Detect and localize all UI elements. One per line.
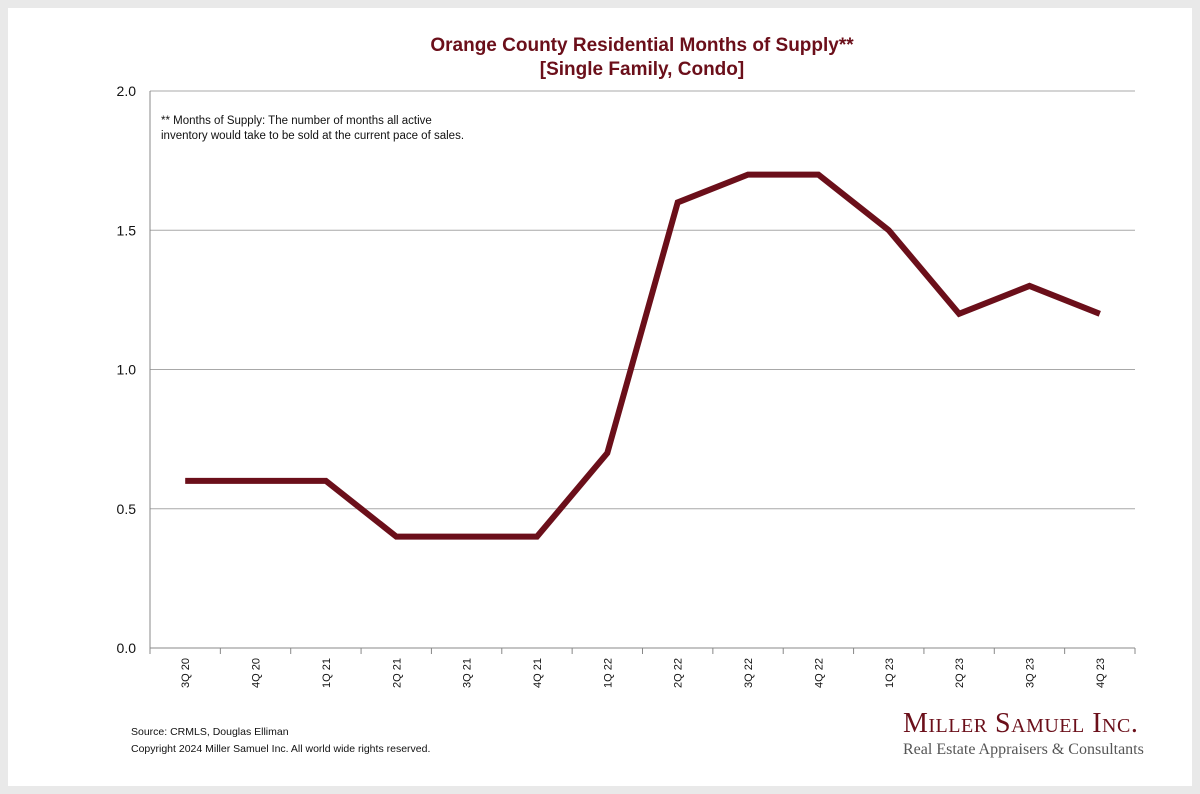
chart-title-block: Orange County Residential Months of Supp… <box>0 34 1200 82</box>
chart-note-line-2: inventory would take to be sold at the c… <box>161 130 465 142</box>
x-tick-label: 1Q 22 <box>602 658 614 688</box>
logo-name: Miller Samuel Inc. <box>903 708 1139 739</box>
x-tick-label: 1Q 23 <box>884 658 896 688</box>
y-axis-ticks: 0.0 0.5 1.0 1.5 2.0 <box>117 83 137 656</box>
x-tick-label: 2Q 23 <box>954 658 966 688</box>
chart-title: Orange County Residential Months of Supp… <box>430 35 854 56</box>
chart-subtitle: [Single Family, Condo] <box>539 59 745 80</box>
grid-lines <box>150 90 1135 649</box>
x-tick-label: 3Q 20 <box>180 658 192 688</box>
y-tick-label: 2.0 <box>117 83 137 99</box>
source-note: Source: CRMLS, Douglas Elliman <box>131 726 289 738</box>
copyright-note: Copyright 2024 Miller Samuel Inc. All wo… <box>131 743 431 755</box>
chart-frame <box>8 8 1192 786</box>
y-tick-label: 1.5 <box>117 222 137 238</box>
company-logo: Miller Samuel Inc. Real Estate Appraiser… <box>903 708 1144 760</box>
x-tick-label: 1Q 21 <box>321 658 333 688</box>
series-layer <box>185 171 1101 540</box>
x-tick-label: 4Q 20 <box>251 658 263 688</box>
y-tick-label: 1.0 <box>117 362 137 378</box>
x-tick-label: 2Q 22 <box>673 658 685 688</box>
x-tick-label: 4Q 21 <box>532 658 544 688</box>
x-tick-label: 2Q 21 <box>391 658 403 688</box>
x-axis: 3Q 20 4Q 20 1Q 21 2Q 21 3Q 21 4Q 21 1Q 22 2Q 22… <box>149 91 1136 688</box>
chart-note: ** Months of Supply: The number of month… <box>161 114 464 144</box>
logo-tagline: Real Estate Appraisers & Consultants <box>903 741 1144 758</box>
x-tick-label: 3Q 22 <box>743 658 755 688</box>
y-tick-label: 0.0 <box>117 640 137 656</box>
x-tick-label: 4Q 23 <box>1095 658 1107 688</box>
series-line-0 <box>185 171 1101 540</box>
chart-note-line-1: ** Months of Supply: The number of month… <box>161 115 432 127</box>
x-tick-label: 3Q 21 <box>462 658 474 688</box>
y-tick-label: 0.5 <box>117 501 137 517</box>
x-tick-label: 4Q 22 <box>813 658 825 688</box>
x-tick-label: 3Q 23 <box>1024 658 1036 688</box>
